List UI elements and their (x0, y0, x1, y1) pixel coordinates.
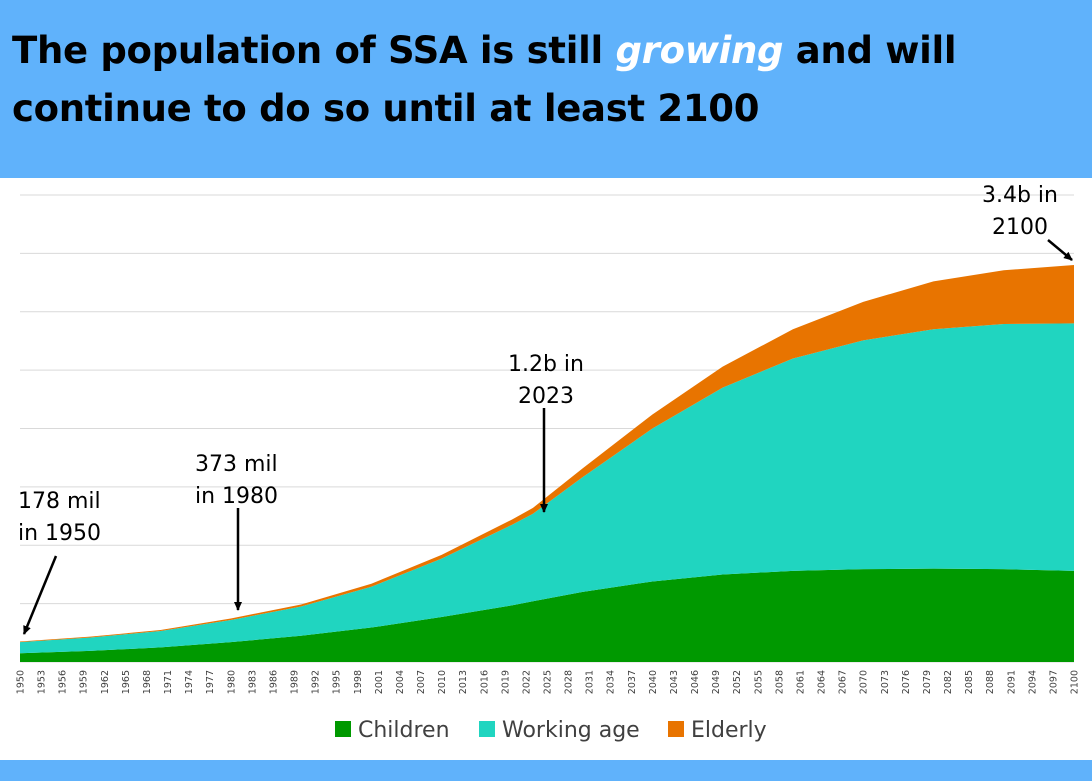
x-tick-label: 1992 (311, 670, 322, 694)
annotation-label: 373 mil (195, 452, 278, 477)
footer-bar (0, 760, 1092, 781)
legend-label: Elderly (691, 718, 767, 743)
x-tick-label: 1968 (142, 670, 153, 694)
x-tick-label: 2064 (817, 670, 828, 694)
x-tick-label: 2046 (690, 670, 701, 694)
legend: Children Working age Elderly (335, 718, 767, 743)
legend-swatch (668, 721, 684, 737)
x-tick-label: 2001 (374, 670, 385, 694)
x-tick-label: 2088 (985, 670, 996, 694)
x-tick-label: 2094 (1027, 670, 1038, 694)
area-children (20, 568, 1074, 662)
legend-swatch (479, 721, 495, 737)
x-tick-label: 1980 (226, 670, 237, 694)
legend-label: Children (358, 718, 450, 743)
x-tick-label: 2085 (964, 670, 975, 694)
annotation-label: in 1950 (18, 521, 101, 546)
annotation-label: 2023 (518, 384, 574, 409)
annotation-arrow (1047, 239, 1073, 261)
title-emphasis: growing (615, 29, 784, 72)
x-tick-label: 2067 (838, 670, 849, 694)
x-tick-label: 2007 (416, 670, 427, 694)
x-tick-label: 2025 (543, 670, 554, 694)
area-working-age (20, 323, 1074, 654)
annotation-label: 178 mil (18, 489, 101, 514)
x-axis-ticks: 1950 1953 1956 1959 1962 1965 1968 1971 1974 1977… (16, 670, 1081, 694)
x-tick-label: 1965 (121, 670, 132, 694)
x-tick-label: 1983 (247, 670, 258, 694)
x-tick-label: 1974 (184, 670, 195, 694)
x-tick-label: 2070 (859, 670, 870, 694)
area-series (20, 265, 1074, 662)
population-chart: 1950 1953 1956 1959 1962 1965 1968 1971 1974 1977… (16, 183, 1081, 743)
x-tick-label: 1959 (79, 670, 90, 694)
x-tick-label: 2034 (606, 670, 617, 694)
header-banner (0, 0, 1092, 178)
title-part2: and will continue to do so until at leas… (12, 29, 957, 130)
x-tick-label: 2028 (564, 670, 575, 694)
x-tick-label: 2052 (732, 670, 743, 694)
annotation-arrow (22, 555, 58, 635)
x-tick-label: 1998 (353, 670, 364, 694)
x-tick-label: 1995 (332, 670, 343, 694)
x-tick-label: 2013 (458, 670, 469, 694)
x-tick-label: 2073 (880, 670, 891, 694)
x-tick-label: 2079 (922, 670, 933, 694)
annotation-label: 3.4b in (982, 183, 1058, 208)
area-elderly (20, 265, 1074, 643)
annotations: 178 mil in 1950 373 mil in 1980 1.2b in 2023 3… (18, 183, 1073, 635)
x-tick-label: 1950 (16, 670, 27, 694)
x-tick-label: 2082 (943, 670, 954, 694)
x-tick-label: 2019 (500, 670, 511, 694)
x-tick-label: 2091 (1006, 670, 1017, 694)
page-title: The population of SSA is still growing a… (12, 22, 1082, 138)
x-tick-label: 1977 (205, 670, 216, 694)
x-tick-label: 2076 (901, 670, 912, 694)
x-tick-label: 2016 (479, 670, 490, 694)
x-tick-label: 1962 (100, 670, 111, 694)
x-tick-label: 2037 (627, 670, 638, 694)
annotation-label: 2100 (992, 215, 1048, 240)
x-tick-label: 2004 (395, 670, 406, 694)
x-tick-label: 1953 (37, 670, 48, 694)
x-tick-label: 2055 (753, 670, 764, 694)
x-tick-label: 2097 (1048, 670, 1059, 694)
legend-label: Working age (502, 718, 640, 743)
x-tick-label: 1971 (163, 670, 174, 694)
x-tick-label: 2031 (585, 670, 596, 694)
x-tick-label: 1986 (268, 670, 279, 694)
x-tick-label: 2040 (648, 670, 659, 694)
title-part1: The population of SSA is still (12, 29, 616, 72)
legend-swatch (335, 721, 351, 737)
x-tick-label: 2100 (1070, 670, 1081, 694)
x-tick-label: 2022 (521, 670, 532, 694)
x-tick-label: 2010 (437, 670, 448, 694)
x-tick-label: 2049 (711, 670, 722, 694)
annotation-label: in 1980 (195, 484, 278, 509)
x-tick-label: 1956 (58, 670, 69, 694)
x-tick-label: 1989 (290, 670, 301, 694)
annotation-label: 1.2b in (508, 352, 584, 377)
x-tick-label: 2058 (774, 670, 785, 694)
x-tick-label: 2061 (795, 670, 806, 694)
x-tick-label: 2043 (669, 670, 680, 694)
